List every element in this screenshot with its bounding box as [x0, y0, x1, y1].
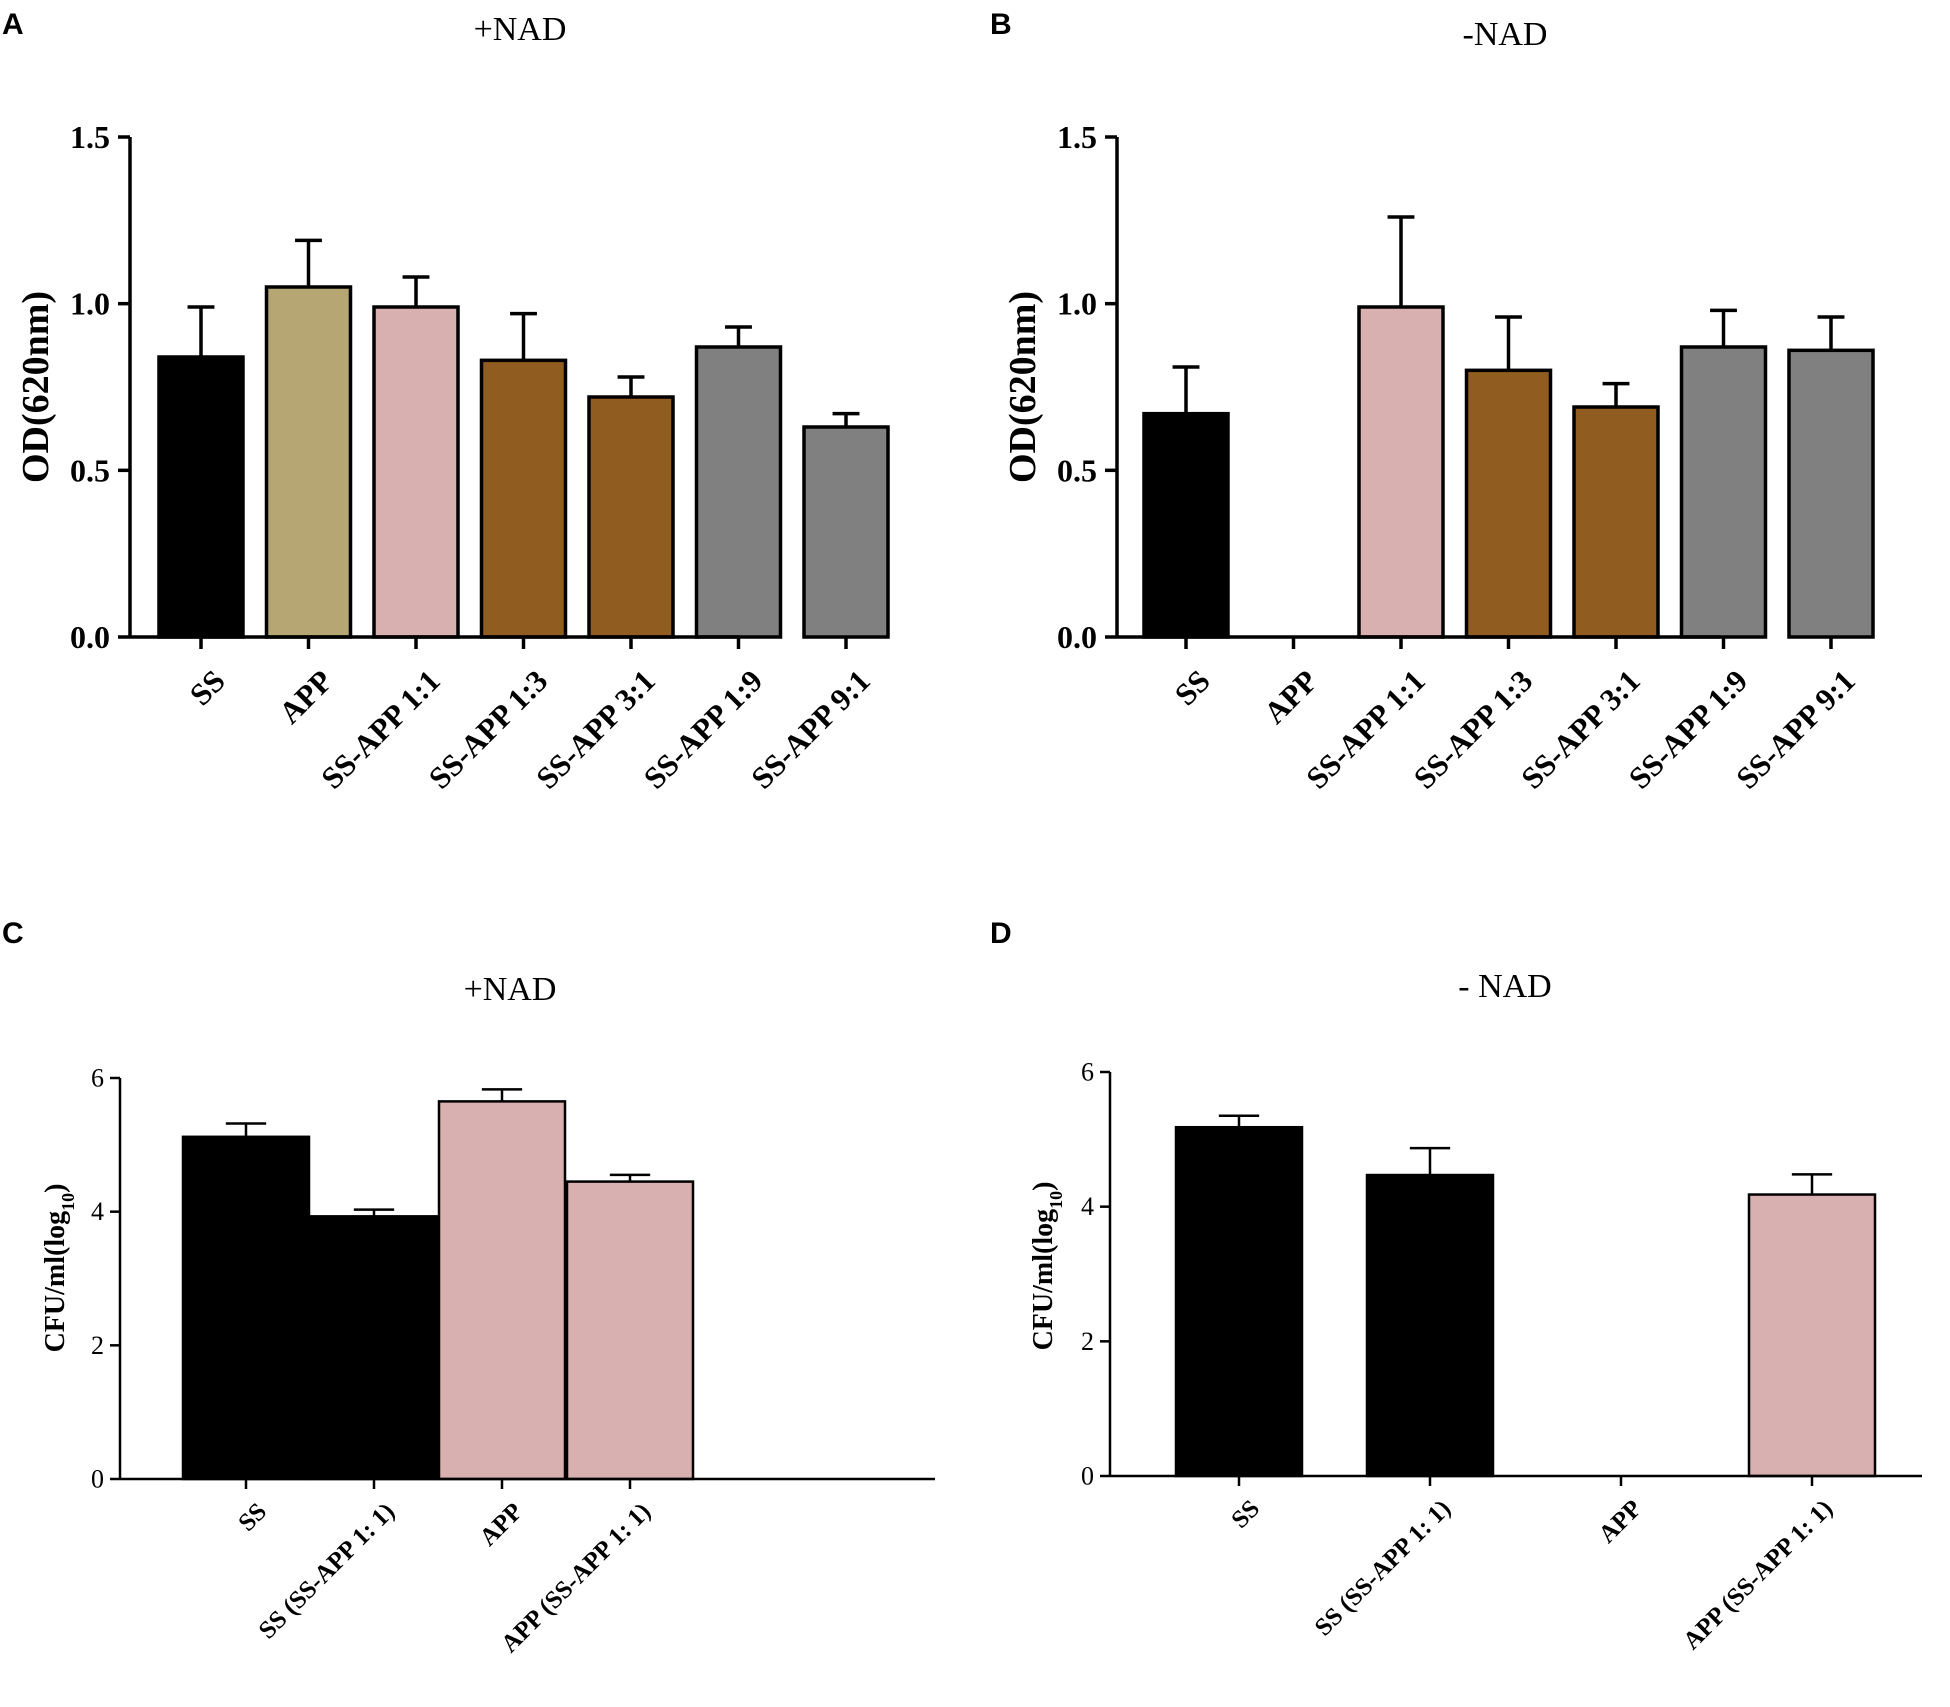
panel-b-bar-0 [1142, 411, 1230, 639]
panel-a-y-tick-label-1: 0.5 [70, 452, 110, 488]
panel-b-error-bar-0 [1172, 365, 1200, 414]
panel-letter-c: C [2, 917, 24, 950]
panel-d-bar-0 [1174, 1125, 1304, 1478]
panel-a-y-tick-label-0: 0.0 [70, 619, 110, 655]
panel-b-error-bar-5 [1710, 308, 1737, 347]
panel-d-plot: SS SS (SS-APP 1: 1) APP APP (SS-APP 1: 1) 0 2… [1081, 1058, 1922, 1655]
panel-b-error-bar-4 [1602, 381, 1630, 407]
panel-a-y-tick-label-2: 1.0 [70, 286, 110, 322]
panel-c-category-label-2: APP [475, 1498, 528, 1551]
panel-d-error-bar-1 [1409, 1146, 1451, 1176]
panel-a-error-bar-0 [187, 305, 215, 357]
panel-a-bar-2 [372, 305, 460, 639]
panel-a-bar-0 [157, 355, 245, 639]
panel-c-y-tick-label-3: 6 [91, 1064, 104, 1093]
panel-d-y-tick-label-1: 2 [1081, 1327, 1094, 1356]
panel-c-y-axis-label-sub: 10 [58, 1193, 78, 1211]
panel-b-bar-6 [1787, 348, 1875, 639]
panel-b-y-tick-label-0: 0.0 [1057, 619, 1097, 655]
panel-a-bar-6 [802, 425, 890, 639]
panel-b-error-bar-6 [1817, 315, 1845, 351]
panel-letter-d: D [990, 917, 1012, 950]
panel-c-bar-3 [565, 1180, 695, 1481]
panel-d-y-tick-label-0: 0 [1081, 1462, 1094, 1491]
panel-a-error-bar-4 [617, 375, 645, 397]
panel-d-title: - NAD [1458, 968, 1551, 1005]
panel-d-y-axis-label-main: CFU/ml(log [1028, 1209, 1059, 1351]
panel-a-error-bar-6 [832, 411, 860, 427]
panel-b-bar-5 [1679, 345, 1768, 639]
panel-a-y-tick-label-3: 1.5 [70, 119, 110, 155]
panel-c-error-bar-1 [353, 1208, 395, 1217]
panel-a-bar-3 [479, 358, 568, 639]
panel-d-y-axis-label: CFU/ml(log10) [1028, 1182, 1066, 1351]
panel-a-category-label-0: SS [183, 663, 232, 712]
panel-b-title: -NAD [1463, 16, 1548, 53]
panel-c-title: +NAD [464, 971, 557, 1008]
panel-c-error-bar-0 [225, 1122, 267, 1137]
panel-d-bar-3 [1747, 1193, 1877, 1478]
panel-c-bar-1 [309, 1215, 439, 1481]
panel-a-error-bar-3 [510, 311, 537, 361]
panel-c-y-tick-label-1: 2 [91, 1331, 104, 1360]
panel-b-error-bar-2 [1387, 215, 1415, 307]
panel-d-y-axis-label-tail: ) [1028, 1182, 1059, 1191]
panel-b-y-tick-label-3: 1.5 [1057, 119, 1097, 155]
panel-a-bar-5 [694, 345, 783, 639]
panel-c-y-axis-label: CFU/ml(log10) [40, 1184, 78, 1353]
panel-d-y-tick-label-2: 4 [1081, 1192, 1094, 1221]
panel-d-error-bar-0 [1218, 1114, 1260, 1128]
panel-a-error-bar-1 [295, 238, 322, 287]
panel-a-y-axis-label: OD(620nm) [15, 291, 57, 483]
panel-b-category-label-0: SS [1168, 663, 1217, 712]
panel-a-error-bar-2 [402, 275, 430, 307]
panel-c-y-tick-label-2: 4 [91, 1197, 104, 1226]
panel-c-bar-0 [181, 1135, 311, 1481]
panel-d: D - NAD CFU/ml(log10) SS SS (SS-APP 1: 1)… [990, 917, 1922, 1655]
panel-c-category-label-0: SS [233, 1498, 272, 1537]
panel-c-y-axis-label-main: CFU/ml(log [40, 1211, 71, 1353]
panel-b-bar-3 [1464, 368, 1553, 639]
panel-b-error-bar-3 [1495, 315, 1522, 371]
panel-d-bar-1 [1365, 1173, 1495, 1478]
panel-c-y-tick-label-0: 0 [91, 1465, 104, 1494]
panel-d-category-label-1: SS (SS-APP 1: 1) [1310, 1495, 1456, 1641]
panel-d-category-label-3: APP (SS-APP 1: 1) [1678, 1495, 1838, 1655]
panel-letter-b: B [990, 8, 1012, 41]
panel-c-error-bar-2 [481, 1088, 523, 1102]
panel-b-category-label-1: APP [1257, 663, 1324, 730]
panel-a-category-label-1: APP [272, 663, 339, 730]
panel-d-error-bar-3 [1791, 1173, 1833, 1195]
panel-a-title: +NAD [474, 11, 567, 48]
panel-b-bar-2 [1357, 305, 1445, 639]
panel-c-category-label-1: SS (SS-APP 1: 1) [254, 1498, 400, 1644]
panel-d-category-label-0: SS [1226, 1495, 1265, 1534]
panel-b-y-tick-label-2: 1.0 [1057, 286, 1097, 322]
panel-b-y-tick-label-1: 0.5 [1057, 452, 1097, 488]
panel-a-bar-1 [264, 285, 353, 639]
panel-letter-a: A [2, 8, 24, 41]
panel-d-y-tick-label-3: 6 [1081, 1058, 1094, 1087]
panel-b-bar-4 [1572, 405, 1660, 639]
panel-c-bar-2 [437, 1100, 567, 1481]
panel-c-error-bar-3 [609, 1173, 651, 1182]
panel-c-y-axis-label-tail: ) [40, 1184, 71, 1193]
panel-a-error-bar-5 [725, 325, 752, 347]
panel-b-y-axis-label: OD(620nm) [1002, 291, 1044, 483]
panel-a-bar-4 [587, 395, 675, 639]
panel-d-category-label-2: APP [1594, 1495, 1647, 1548]
panel-d-y-axis-label-sub: 10 [1046, 1191, 1066, 1209]
